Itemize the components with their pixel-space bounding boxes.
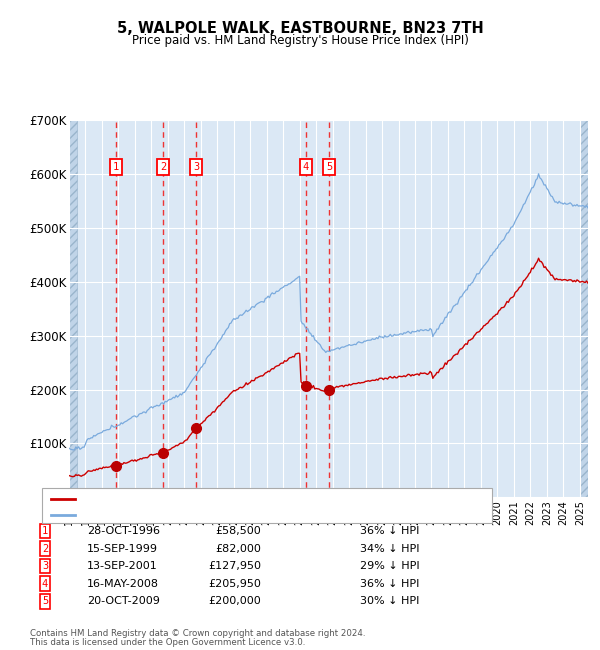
Text: 4: 4	[303, 162, 309, 172]
Text: HPI: Average price, detached house, Eastbourne: HPI: Average price, detached house, East…	[78, 510, 343, 520]
Text: £205,950: £205,950	[208, 578, 261, 589]
Text: 16-MAY-2008: 16-MAY-2008	[87, 578, 159, 589]
Text: £127,950: £127,950	[208, 561, 261, 571]
Text: 5, WALPOLE WALK, EASTBOURNE, BN23 7TH (detached house): 5, WALPOLE WALK, EASTBOURNE, BN23 7TH (d…	[78, 493, 421, 504]
Text: £200,000: £200,000	[208, 596, 261, 606]
Bar	[69, 120, 77, 497]
Text: 1: 1	[113, 162, 119, 172]
Text: 29% ↓ HPI: 29% ↓ HPI	[360, 561, 419, 571]
Text: 20-OCT-2009: 20-OCT-2009	[87, 596, 160, 606]
Text: 13-SEP-2001: 13-SEP-2001	[87, 561, 158, 571]
Text: 1: 1	[42, 526, 48, 536]
Text: 5: 5	[42, 596, 48, 606]
Text: 3: 3	[193, 162, 199, 172]
Text: This data is licensed under the Open Government Licence v3.0.: This data is licensed under the Open Gov…	[30, 638, 305, 647]
Text: 36% ↓ HPI: 36% ↓ HPI	[360, 578, 419, 589]
Text: £58,500: £58,500	[215, 526, 261, 536]
Text: 2: 2	[42, 543, 48, 554]
Text: 4: 4	[42, 578, 48, 589]
Text: 30% ↓ HPI: 30% ↓ HPI	[360, 596, 419, 606]
Text: 34% ↓ HPI: 34% ↓ HPI	[360, 543, 419, 554]
Text: 36% ↓ HPI: 36% ↓ HPI	[360, 526, 419, 536]
Text: 5, WALPOLE WALK, EASTBOURNE, BN23 7TH: 5, WALPOLE WALK, EASTBOURNE, BN23 7TH	[116, 21, 484, 36]
Bar	[580, 120, 596, 497]
Text: Contains HM Land Registry data © Crown copyright and database right 2024.: Contains HM Land Registry data © Crown c…	[30, 629, 365, 638]
Text: £82,000: £82,000	[215, 543, 261, 554]
Text: 5: 5	[326, 162, 332, 172]
Text: 28-OCT-1996: 28-OCT-1996	[87, 526, 160, 536]
Text: 3: 3	[42, 561, 48, 571]
Text: 2: 2	[160, 162, 166, 172]
Text: 15-SEP-1999: 15-SEP-1999	[87, 543, 158, 554]
Text: Price paid vs. HM Land Registry's House Price Index (HPI): Price paid vs. HM Land Registry's House …	[131, 34, 469, 47]
